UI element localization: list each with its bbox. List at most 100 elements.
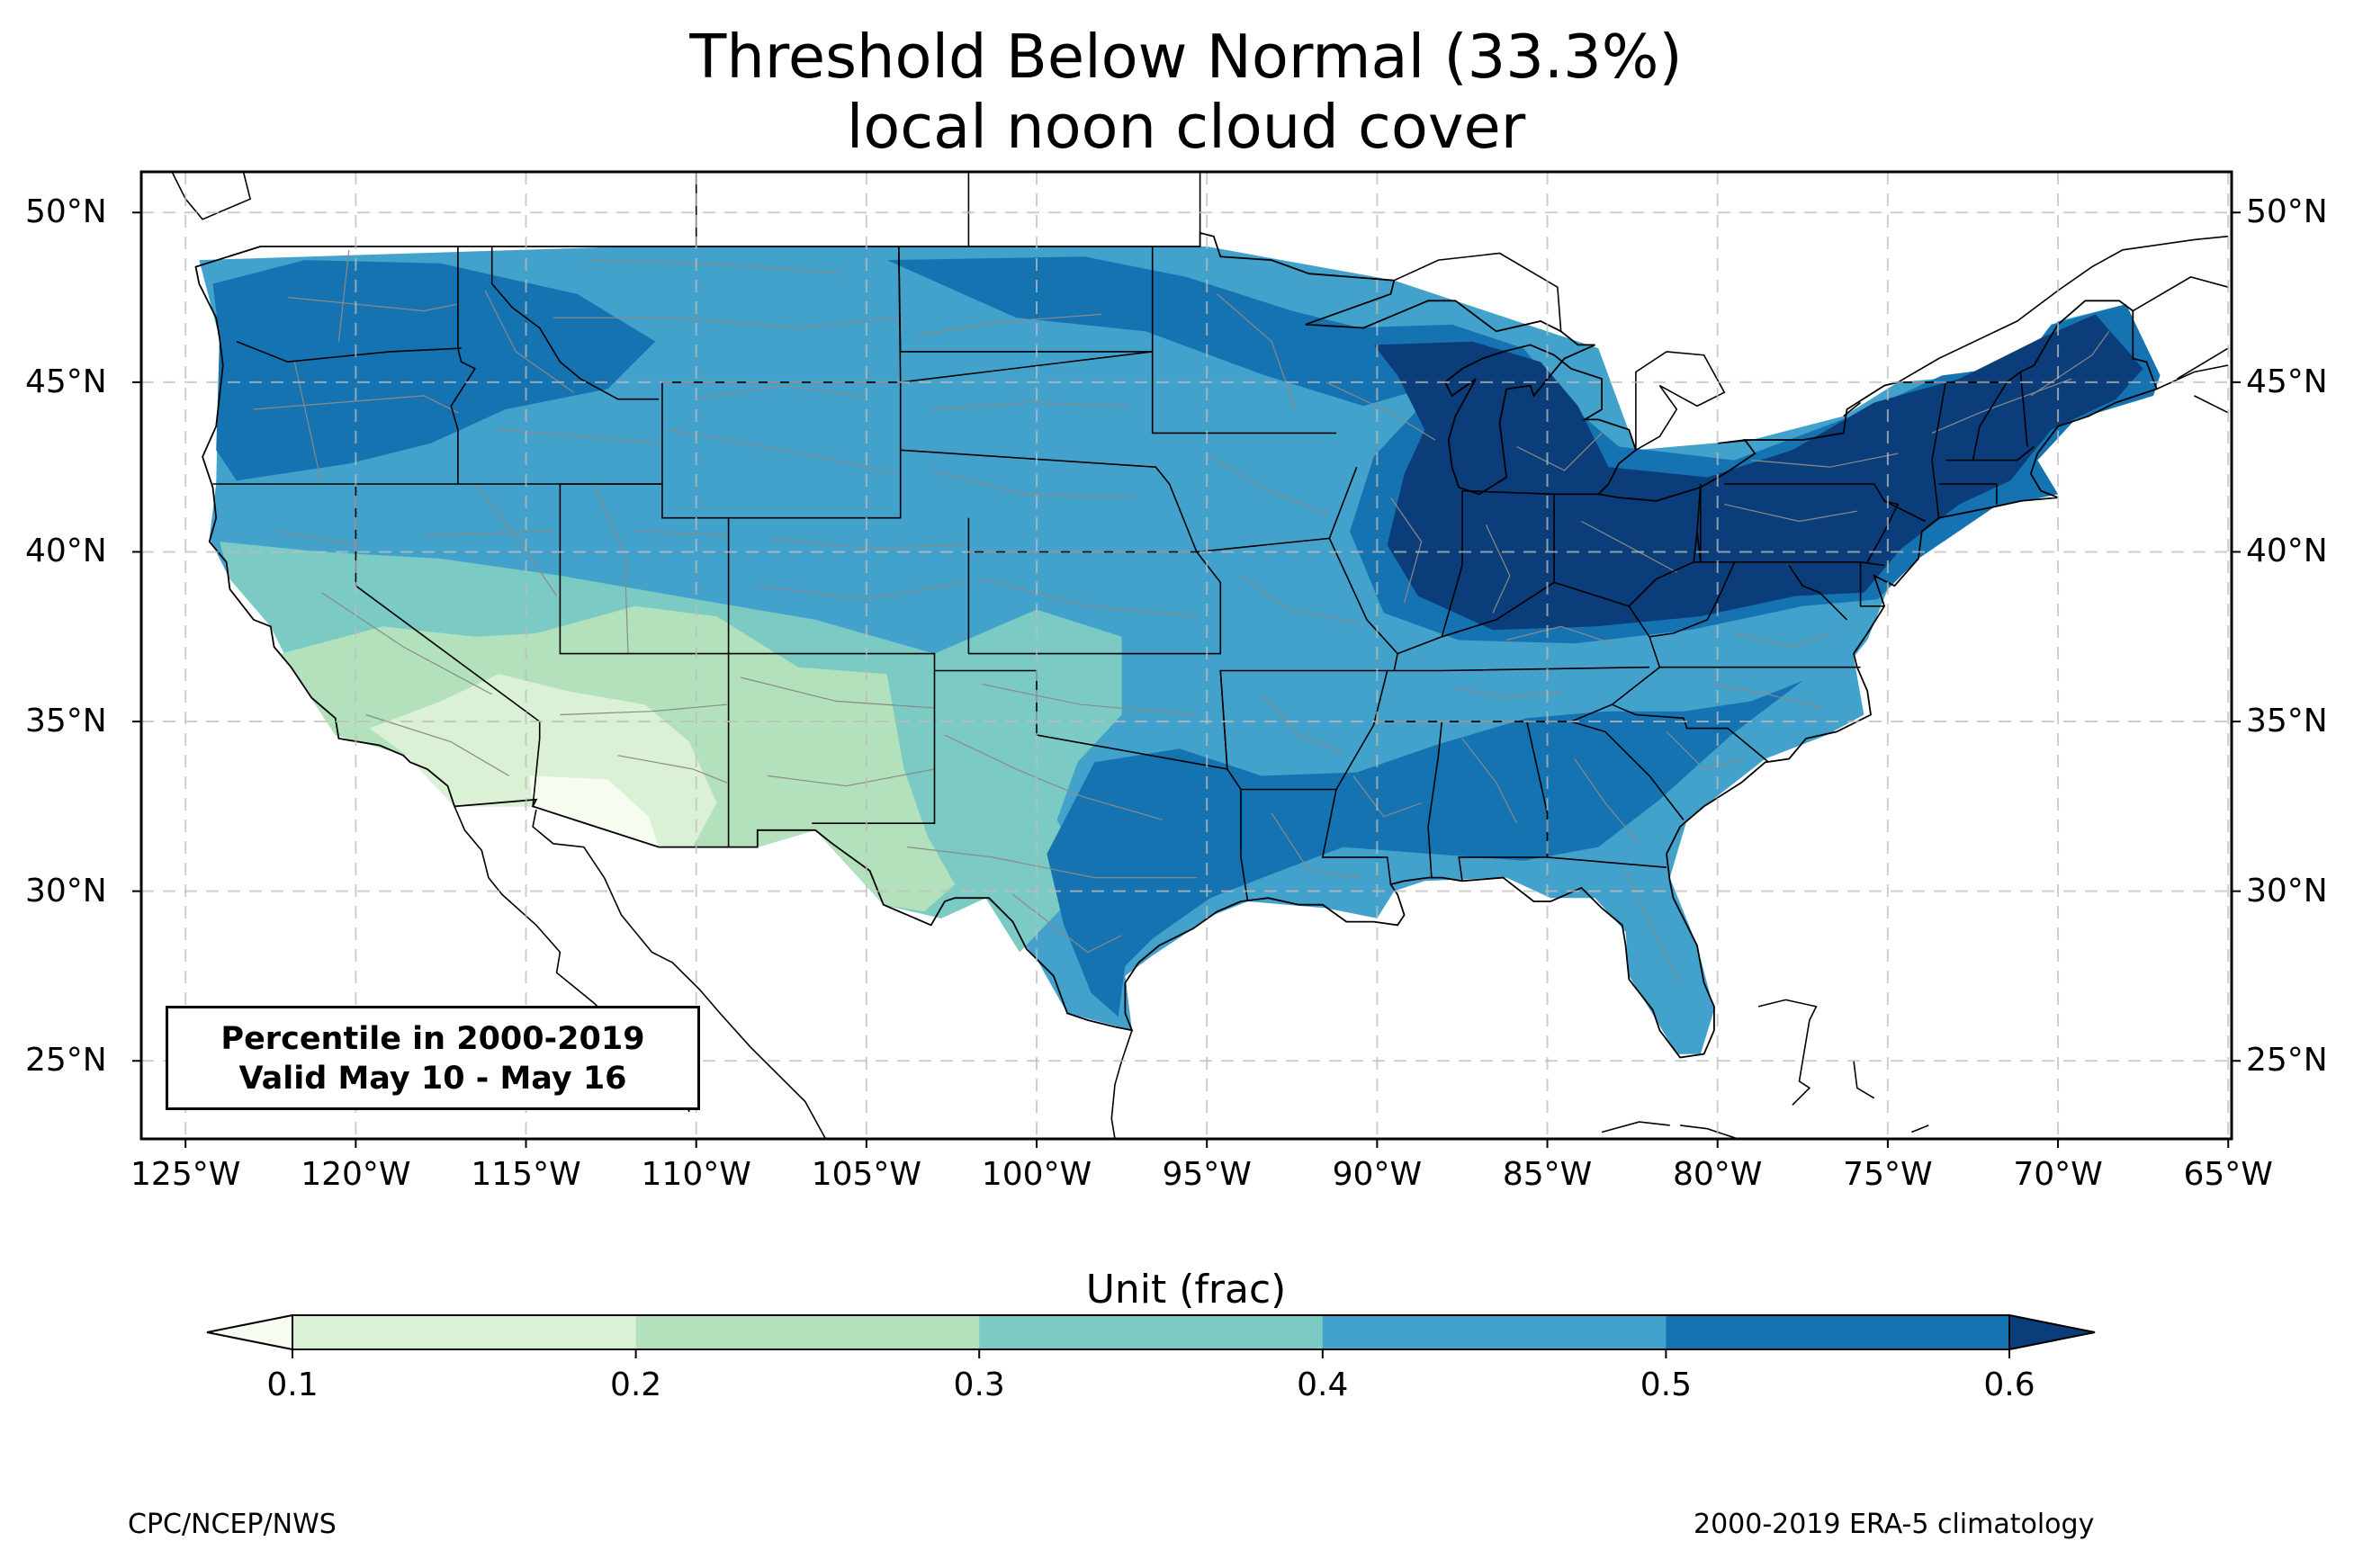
state-line	[1628, 560, 1885, 607]
state-line	[1788, 565, 1848, 621]
lat-tick-label-left: 35°N	[25, 703, 107, 740]
lat-tick-label-right: 50°N	[2246, 193, 2328, 231]
county-line	[617, 755, 727, 784]
canada-line	[1393, 252, 1562, 332]
county-line	[1931, 378, 2072, 434]
county-line	[930, 401, 1129, 410]
canada-line	[171, 172, 252, 220]
county-line	[1485, 524, 1511, 614]
county-line	[1390, 497, 1423, 604]
lon-tick-label: 100°W	[981, 1156, 1092, 1193]
county-line	[944, 734, 1164, 820]
county-line	[1581, 520, 1677, 573]
county-line	[1713, 684, 1824, 709]
county-line	[930, 470, 1136, 498]
lat-tick-label-left: 40°N	[25, 533, 107, 570]
colorbar-segment	[1322, 1315, 1667, 1349]
footer-right: 2000-2019 ERA-5 climatology	[1694, 1509, 2095, 1540]
colorbar-tick-label: 0.6	[1983, 1366, 2035, 1403]
state-line	[212, 483, 541, 807]
state-line	[968, 551, 1222, 655]
county-line	[423, 531, 553, 536]
state-line	[934, 669, 1388, 770]
county-line	[982, 684, 1197, 716]
county-line	[1516, 432, 1603, 471]
lon-tick-label: 115°W	[471, 1156, 581, 1193]
us-outline	[194, 231, 2158, 1059]
lon-tick-label: 90°W	[1332, 1156, 1423, 1193]
state-line	[1693, 484, 1702, 562]
county-line	[1724, 504, 1857, 523]
colorbar-segment	[292, 1315, 637, 1349]
colorbar-tick-label: 0.5	[1640, 1366, 1693, 1403]
colorbar-frame	[292, 1314, 2010, 1350]
colorbar-tick-label: 0.2	[609, 1366, 662, 1403]
state-line	[1427, 721, 1443, 878]
state-line	[559, 484, 730, 847]
county-line	[768, 768, 935, 787]
lon-tick-label: 80°W	[1673, 1156, 1763, 1193]
state-line	[490, 246, 660, 400]
county-line	[1751, 452, 1899, 468]
cloud-cover-region	[1047, 680, 1803, 1017]
state-line	[900, 449, 1358, 553]
lat-tick-label-right: 35°N	[2246, 703, 2328, 740]
county-line	[1012, 893, 1122, 954]
lat-tick-label-right: 30°N	[2246, 872, 2328, 909]
county-line	[1734, 632, 1830, 648]
lon-tick-label: 125°W	[130, 1156, 241, 1193]
county-line	[593, 483, 629, 654]
state-line	[1461, 489, 1599, 496]
county-line	[365, 713, 509, 776]
lat-tick-label-left: 25°N	[25, 1042, 107, 1080]
lat-tick-label-left: 45°N	[25, 363, 107, 400]
canada-line	[2177, 347, 2229, 380]
colorbar-label: Unit (frac)	[1085, 1267, 1287, 1313]
canada-line	[1635, 351, 1726, 451]
colorbar-segment	[979, 1315, 1324, 1349]
county-line	[1574, 758, 1640, 845]
colorbar-segment	[1666, 1315, 2010, 1349]
county-line	[1455, 686, 1561, 699]
info-box-line1: Percentile in 2000-2019	[220, 1021, 645, 1057]
lat-tick-label-right: 40°N	[2246, 533, 2328, 570]
county-line	[917, 313, 1101, 336]
coast-line	[1757, 999, 1818, 1106]
state-line	[1612, 703, 1770, 763]
state-line	[1931, 381, 1946, 518]
cloud-cover-region	[212, 260, 656, 481]
state-line	[1397, 490, 1463, 655]
lon-tick-label: 65°W	[2183, 1156, 2273, 1193]
info-box-line2: Valid May 10 - May 16	[238, 1061, 627, 1097]
state-line	[1442, 581, 1661, 668]
colorbar-tick-label: 0.3	[953, 1366, 1005, 1403]
county-line	[1209, 456, 1330, 515]
colorbar-tick-label: 0.1	[266, 1366, 319, 1403]
map-frame	[139, 170, 2233, 1141]
map-gridlines	[141, 172, 2232, 1139]
county-line	[553, 317, 897, 329]
coast-line	[1110, 1030, 1133, 1139]
colorbar-over-triangle	[2008, 1313, 2096, 1351]
canada-line	[2194, 395, 2229, 414]
axis-tick-marks	[132, 211, 2241, 1148]
state-boundaries	[212, 246, 2035, 902]
county-line	[337, 249, 350, 342]
state-line	[2019, 372, 2028, 447]
county-line	[982, 578, 1197, 617]
coast-line	[1601, 1121, 1670, 1133]
lat-tick-label-left: 50°N	[25, 193, 107, 231]
lat-tick-label-right: 25°N	[2246, 1042, 2328, 1080]
canada-line	[2132, 276, 2229, 312]
state-line	[1945, 445, 2035, 461]
state-line	[1938, 483, 1998, 505]
lat-tick-label-right: 45°N	[2246, 363, 2328, 400]
county-line	[1217, 293, 1297, 410]
county-line	[560, 703, 727, 716]
state-line	[236, 340, 462, 363]
county-line	[1271, 812, 1361, 879]
county-line	[484, 290, 574, 393]
colorbar-under-triangle	[206, 1313, 293, 1351]
